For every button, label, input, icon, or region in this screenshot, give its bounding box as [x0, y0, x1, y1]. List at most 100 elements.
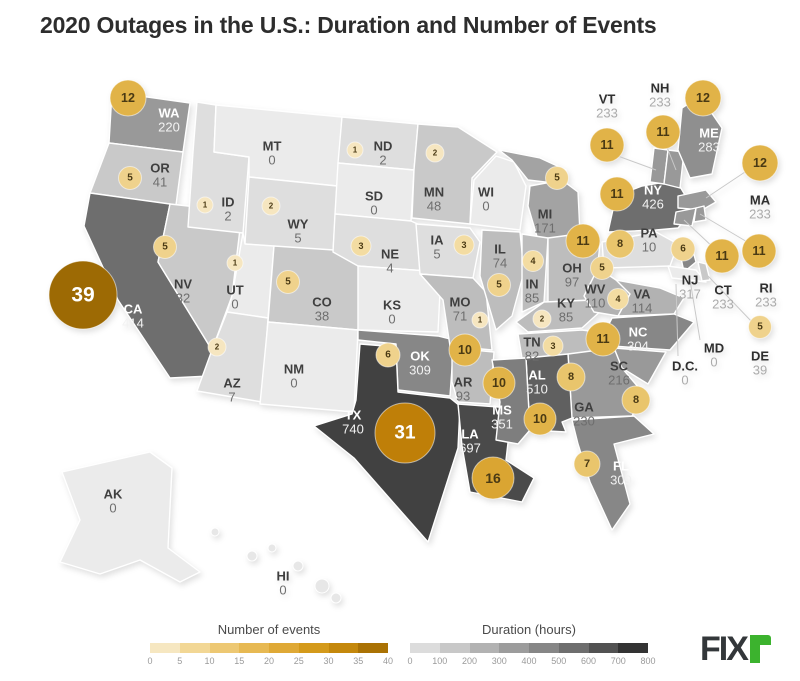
state-shape-KS — [357, 265, 442, 333]
state-duration-UT: 0 — [231, 297, 238, 312]
state-label-VA: VA — [633, 287, 651, 302]
state-duration-FL: 309 — [610, 473, 632, 488]
events-count-OH: 11 — [576, 234, 589, 248]
state-label-MD: MD — [704, 341, 724, 356]
legend-color-step — [298, 643, 329, 653]
legend-color-step — [439, 643, 470, 653]
events-count-SC: 8 — [633, 394, 639, 406]
state-duration-KS: 0 — [388, 312, 395, 327]
events-bubble-MS — [482, 366, 516, 400]
events-count-AR: 10 — [458, 343, 472, 357]
state-duration-NV: 32 — [176, 291, 190, 306]
state-shape-NM — [259, 321, 359, 413]
hawaii-island-6 — [330, 592, 342, 604]
state-duration-VA: 114 — [632, 301, 653, 316]
state-duration-MI: 171 — [534, 221, 556, 236]
events-bubble-OH — [565, 223, 601, 259]
events-count-IA: 3 — [461, 240, 466, 250]
events-bubble-KY — [532, 309, 552, 329]
state-label-GA: GA — [574, 400, 594, 415]
events-count-AZ: 2 — [215, 343, 220, 352]
events-count-ME: 12 — [696, 91, 710, 105]
state-label-NE: NE — [381, 247, 399, 262]
legend-tick-label: 25 — [293, 656, 304, 666]
events-bubble-ID — [196, 196, 214, 214]
events-bubble-MO — [471, 311, 489, 329]
legend-tick-label: 20 — [263, 656, 275, 666]
chart-title: 2020 Outages in the U.S.: Duration and N… — [40, 12, 657, 38]
legend-tick-label: 15 — [234, 656, 245, 666]
state-label-RI: RI — [760, 281, 773, 296]
state-label-NJ: NJ — [682, 273, 699, 288]
state-duration-ND: 2 — [379, 153, 386, 168]
events-count-PA: 8 — [617, 238, 623, 250]
state-duration-RI: 233 — [755, 295, 777, 310]
state-shape-WY — [244, 176, 338, 253]
state-duration-NJ: 317 — [679, 287, 701, 302]
legend-tick-label: 600 — [580, 656, 597, 666]
events-count-WV: 5 — [599, 263, 605, 274]
events-bubble-WY — [261, 196, 281, 216]
state-duration-IA: 5 — [433, 247, 440, 262]
state-label-OH: OH — [562, 261, 582, 276]
legend-color-step — [618, 643, 648, 653]
legend-events-gradient — [150, 643, 388, 653]
legend-color-step — [179, 643, 210, 653]
events-bubble-AR — [448, 333, 482, 367]
state-label-IN: IN — [526, 277, 539, 292]
events-bubble-CA — [48, 260, 118, 330]
state-duration-AL: 510 — [526, 382, 548, 397]
state-label-WI: WI — [478, 185, 494, 200]
state-duration-MN: 48 — [427, 199, 441, 214]
state-label-UT: UT — [226, 283, 243, 298]
events-bubble-CT — [704, 238, 740, 274]
state-label-NM: NM — [284, 362, 304, 377]
events-bubble-NC — [585, 321, 621, 357]
state-label-IL: IL — [494, 242, 506, 257]
state-label-LA: LA — [461, 427, 479, 442]
events-count-FL: 7 — [584, 458, 590, 470]
state-duration-SC: 216 — [608, 373, 630, 388]
state-label-NC: NC — [629, 325, 648, 340]
events-bubble-MN — [425, 143, 445, 163]
events-bubble-NH — [645, 114, 681, 150]
events-count-VA: 4 — [615, 294, 620, 304]
state-label-OR: OR — [150, 161, 170, 176]
events-count-MA: 12 — [753, 156, 767, 170]
legend-tick-label: 30 — [323, 656, 334, 666]
events-count-MO: 1 — [478, 316, 483, 325]
state-duration-ID: 2 — [224, 209, 231, 224]
events-count-MI: 5 — [554, 173, 560, 184]
hawaii-island-3 — [267, 543, 277, 553]
state-label-ME: ME — [699, 126, 719, 141]
events-count-ND: 1 — [353, 146, 358, 155]
state-duration-AZ: 7 — [228, 390, 235, 405]
events-count-CO: 5 — [285, 277, 291, 288]
events-bubble-NV — [153, 235, 177, 259]
legend-tick-label: 10 — [204, 656, 215, 666]
events-count-KY: 2 — [540, 315, 545, 324]
state-duration-NC: 304 — [627, 339, 649, 354]
state-duration-WI: 0 — [482, 199, 489, 214]
events-bubble-IA — [453, 234, 475, 256]
state-label-KY: KY — [557, 296, 575, 311]
fixr-logo-text: FIX — [700, 630, 749, 668]
state-label-NY: NY — [644, 183, 662, 198]
fixr-logo-r-icon — [749, 634, 771, 663]
state-shape-MO — [419, 273, 493, 351]
legend-color-step — [358, 643, 388, 653]
hawaii-island-2 — [246, 550, 258, 562]
state-duration-IN: 85 — [525, 291, 539, 306]
events-count-MN: 2 — [433, 149, 438, 158]
state-shape-CT — [673, 207, 697, 227]
state-duration-DE: 39 — [753, 363, 767, 378]
state-label-ND: ND — [374, 139, 393, 154]
legend-color-step — [529, 643, 559, 653]
state-label-VT: VT — [599, 92, 616, 107]
events-bubble-WV — [590, 256, 614, 280]
state-label-DE: DE — [751, 349, 769, 364]
legend-tick-label: 100 — [432, 656, 448, 666]
state-duration-TN: 82 — [525, 349, 539, 364]
legend-color-step — [328, 643, 359, 653]
legend-color-step — [239, 643, 269, 653]
